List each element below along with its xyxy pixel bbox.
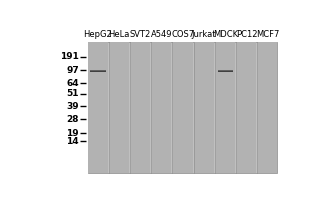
Text: COS7: COS7 [171,30,194,39]
Text: 39: 39 [67,102,79,111]
Text: HepG2: HepG2 [84,30,112,39]
Text: HeLa: HeLa [109,30,130,39]
Bar [237,42,256,173]
Text: MCF7: MCF7 [256,30,280,39]
Text: 97: 97 [66,66,79,75]
Text: 28: 28 [67,115,79,124]
Bar [152,42,171,173]
Bar [109,42,129,173]
Text: 51: 51 [67,89,79,98]
Text: A549: A549 [151,30,172,39]
Bar [88,42,277,173]
Bar [216,42,235,173]
Text: 14: 14 [67,137,79,146]
Text: MDCK: MDCK [213,30,238,39]
Bar [88,42,108,173]
Bar [131,42,150,173]
Text: Jurkat: Jurkat [192,30,216,39]
Text: PC12: PC12 [236,30,257,39]
Bar [173,42,193,173]
Text: 191: 191 [60,52,79,61]
Text: SVT2: SVT2 [130,30,151,39]
Bar [258,42,277,173]
Bar [194,42,214,173]
Text: 64: 64 [67,79,79,88]
Text: 19: 19 [67,129,79,138]
